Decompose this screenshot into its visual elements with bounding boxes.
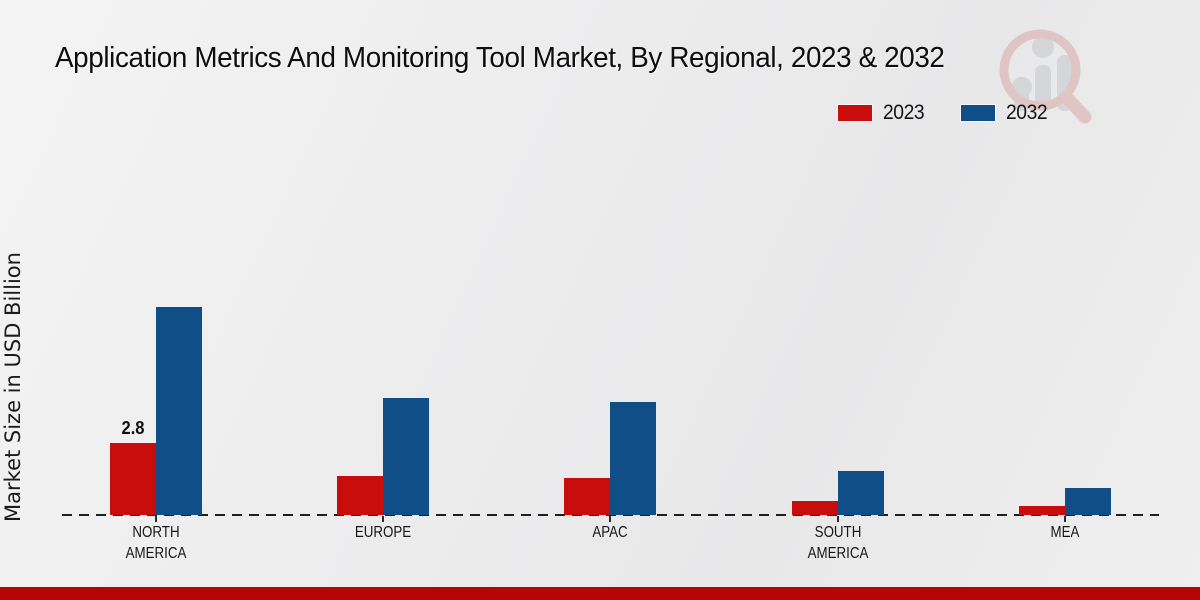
x-axis-category-label-mea: MEA — [1050, 524, 1080, 541]
x-tick — [609, 516, 611, 522]
x-axis-category-label-europe: EUROPE — [354, 524, 412, 541]
bar-2032-apac — [610, 402, 656, 515]
x-axis-category-label-apac: APAC — [592, 524, 628, 541]
bar-2023-europe — [337, 476, 383, 515]
x-axis-baseline — [62, 514, 1159, 516]
legend-label-2023: 2023 — [883, 101, 925, 124]
bar-2023-mea — [1019, 506, 1065, 515]
footer-accent-bar — [0, 587, 1200, 600]
x-tick — [155, 516, 157, 522]
magnifier-bar-chart-logo-icon — [999, 29, 1092, 124]
bar-2023-north-america — [110, 443, 156, 515]
x-axis-category-label-south-america: SOUTH AMERICA — [807, 524, 869, 562]
bar-2023-apac — [564, 478, 610, 515]
x-tick — [382, 516, 384, 522]
bar-2023-south-america — [792, 501, 838, 515]
bar-2032-europe — [383, 398, 429, 515]
bar-2032-north-america — [156, 307, 202, 515]
legend: 2023 2032 — [838, 101, 1050, 125]
legend-item-2032: 2032 — [960, 101, 1051, 125]
legend-item-2023: 2023 — [838, 101, 928, 125]
bar-2032-mea — [1065, 488, 1111, 515]
legend-swatch-2032-icon — [960, 105, 995, 121]
bar-value-label: 2.8 — [121, 418, 145, 438]
legend-swatch-2023-icon — [838, 105, 872, 121]
x-axis-category-label-north-america: NORTH AMERICA — [125, 524, 187, 562]
bar-2032-south-america — [838, 471, 884, 515]
x-tick — [837, 516, 839, 522]
chart-title: Application Metrics And Monitoring Tool … — [55, 42, 945, 74]
legend-label-2032: 2032 — [1005, 101, 1048, 124]
x-tick — [1064, 516, 1066, 522]
